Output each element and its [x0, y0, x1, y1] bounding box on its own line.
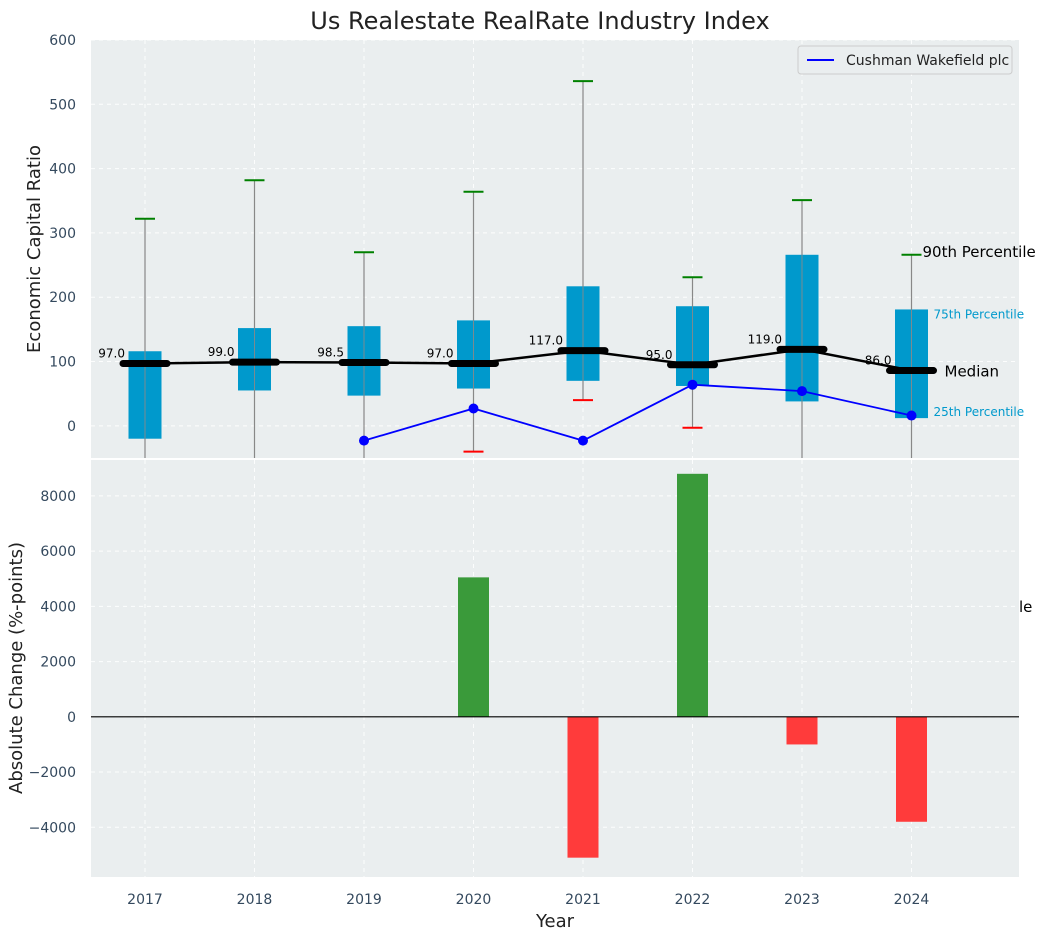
top-boxplot-marks: 97.0 99.0 98.5 97.0 117.0 95.0 119.0 86.0 90th P…: [98, 80, 1036, 458]
bottom-y-tick-label: −4000: [29, 820, 76, 836]
bottom-panel: −4000 −2000 0 2000 4000 6000 8000 Absolute Cha…: [6, 460, 1032, 877]
top-y-ticks: 0 100 200 300 400 500 600: [49, 33, 76, 435]
x-tick-label: 2020: [456, 892, 492, 908]
company-point: [687, 379, 698, 390]
bottom-y-tick-label: −2000: [29, 765, 76, 781]
clipped-annotation-text: le: [1019, 598, 1032, 616]
x-ticks: 2017 2018 2019 2020 2021 2022 2023 2024: [127, 892, 929, 908]
median-value-label: 98.5: [317, 346, 344, 360]
company-point: [578, 435, 588, 446]
top-y-tick-label: 200: [49, 290, 76, 306]
top-y-tick-label: 600: [49, 33, 76, 49]
change-bar: [458, 577, 489, 717]
company-line: [363, 383, 912, 442]
company-point: [906, 410, 917, 421]
legend: Cushman Wakefield plc: [797, 45, 1013, 75]
x-axis-label: Year: [535, 911, 575, 932]
top-plot-background: [91, 40, 1019, 458]
bottom-y-tick-label: 6000: [40, 544, 76, 560]
x-tick-label: 2023: [784, 892, 820, 908]
legend-label-company: Cushman Wakefield plc: [846, 53, 1009, 69]
x-tick-label: 2019: [346, 892, 382, 908]
top-y-tick-label: 100: [49, 355, 76, 371]
annotation-p75: 75th Percentile: [934, 307, 1025, 321]
bottom-y-tick-label: 2000: [40, 655, 76, 671]
median-value-label: 97.0: [98, 346, 125, 360]
company-point: [359, 435, 369, 446]
bottom-y-ticks: −4000 −2000 0 2000 4000 6000 8000: [29, 489, 76, 836]
legend-box: [797, 45, 1013, 75]
annotation-median: Median: [945, 363, 1000, 381]
top-panel: 0 100 200 300 400 500 600 97.0 99.0 98.5 97.0 117.…: [24, 33, 1036, 458]
x-tick-label: 2018: [237, 892, 273, 908]
top-y-tick-label: 500: [49, 97, 76, 113]
bottom-plot-background: [91, 460, 1019, 877]
median-value-label: 117.0: [529, 334, 563, 348]
annotation-p90: 90th Percentile: [923, 243, 1036, 261]
chart-title: Us Realestate RealRate Industry Index: [310, 7, 769, 35]
bottom-bar-marks: [91, 473, 1019, 858]
bottom-y-tick-label: 0: [67, 710, 76, 726]
x-tick-label: 2024: [894, 892, 930, 908]
company-point: [797, 386, 807, 397]
median-value-label: 99.0: [208, 345, 235, 359]
x-tick-label: 2022: [675, 892, 711, 908]
annotation-p25: 25th Percentile: [934, 405, 1025, 419]
change-bar: [896, 716, 927, 822]
top-y-tick-label: 400: [49, 162, 76, 178]
median-value-label: 95.0: [646, 348, 673, 362]
median-value-label: 119.0: [748, 332, 782, 346]
change-bar: [567, 716, 599, 858]
x-tick-label: 2021: [565, 892, 601, 908]
change-bar: [786, 716, 818, 745]
top-y-tick-label: 0: [67, 419, 76, 435]
bottom-y-tick-label: 4000: [40, 599, 76, 615]
company-point: [468, 403, 479, 414]
median-value-label: 86.0: [865, 354, 892, 368]
change-bar: [677, 473, 708, 717]
median-value-label: 97.0: [427, 346, 454, 360]
bottom-y-tick-label: 8000: [40, 489, 76, 505]
bottom-y-axis-label: Absolute Change (%-points): [6, 542, 27, 794]
x-tick-label: 2017: [127, 892, 163, 908]
top-y-axis-label: Economic Capital Ratio: [24, 145, 45, 353]
top-y-tick-label: 300: [49, 226, 76, 242]
